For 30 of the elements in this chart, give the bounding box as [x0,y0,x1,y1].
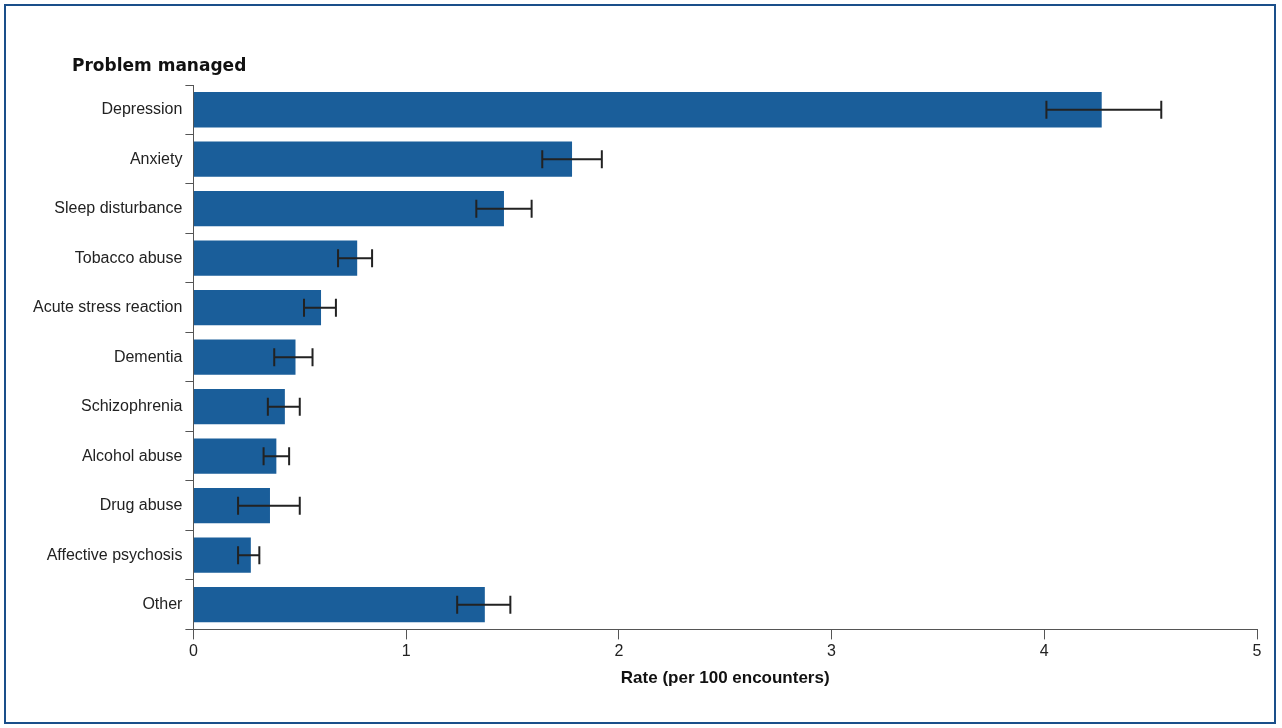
y-tick-label: Dementia [113,347,183,365]
bar [193,240,358,276]
y-tick-label: Schizophrenia [80,397,183,415]
y-tick-label: Other [142,595,184,613]
y-tick-label: Alcohol abuse [81,446,183,464]
bar [193,191,504,227]
bar [193,92,1102,128]
y-tick-label: Sleep disturbance [54,199,183,217]
bar [193,488,270,524]
bar [193,141,573,177]
x-tick-label: 5 [1252,642,1262,660]
x-axis-title: Rate (per 100 encounters) [620,668,830,688]
bar [193,290,322,326]
bar [193,537,251,573]
y-tick-label: Acute stress reaction [32,298,183,316]
x-tick-label: 4 [1039,642,1049,660]
y-tick-label: Drug abuse [99,496,183,514]
y-axis-title: Problem managed [72,54,247,75]
y-tick-label: Tobacco abuse [74,248,183,266]
bar [193,389,285,425]
x-tick-label: 2 [614,642,624,660]
y-tick-label: Affective psychosis [46,545,183,563]
bar [193,587,485,623]
y-tick-label: Depression [101,100,183,118]
bar [193,438,277,474]
x-tick-label: 0 [188,642,198,660]
bar [193,339,296,375]
x-tick-label: 1 [401,642,411,660]
y-tick-label: Anxiety [129,149,183,167]
x-tick-label: 3 [827,642,837,660]
